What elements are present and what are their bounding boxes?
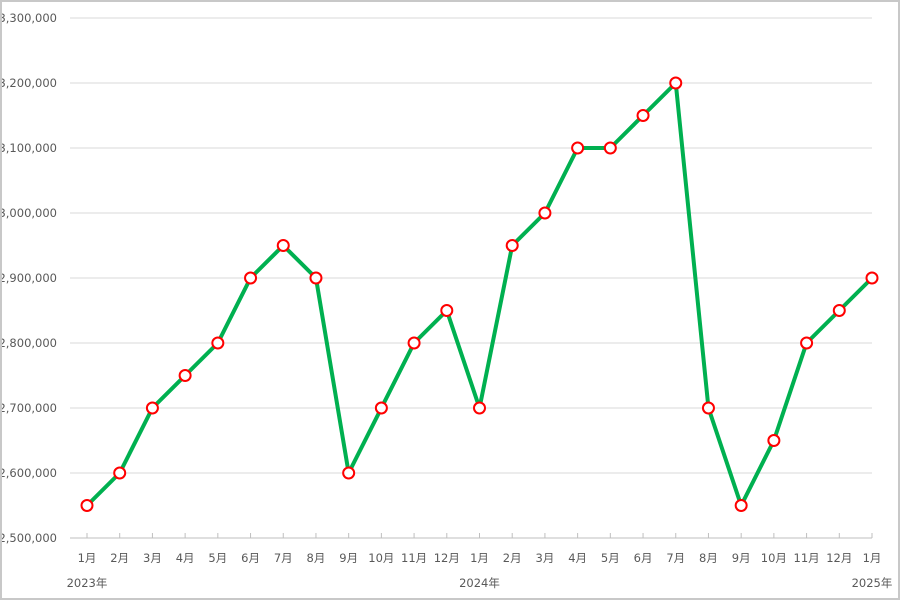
x-tick-label: 7月 <box>274 551 293 565</box>
y-tick-label: ¥2,700,000 <box>0 401 57 415</box>
x-tick-label: 3月 <box>536 551 555 565</box>
x-tick-label: 8月 <box>699 551 718 565</box>
x-tick-label: 2月 <box>110 551 129 565</box>
data-point <box>767 434 781 447</box>
x-tick-label: 1月 <box>863 551 882 565</box>
series-line <box>85 81 874 508</box>
x-tick-label: 7月 <box>666 551 685 565</box>
y-tick-label: ¥2,800,000 <box>0 336 57 350</box>
data-point <box>440 304 454 317</box>
data-point <box>701 401 715 415</box>
y-tick-label: ¥2,600,000 <box>0 466 57 480</box>
x-tick-label: 12月 <box>434 551 460 565</box>
x-tick-label: 5月 <box>208 551 227 565</box>
x-tick-label: 2月 <box>503 551 522 565</box>
x-tick-label: 10月 <box>761 551 787 565</box>
x-tick-label: 3月 <box>143 551 162 565</box>
data-point <box>342 466 356 480</box>
data-point <box>832 304 846 317</box>
x-tick-label: 8月 <box>307 551 326 565</box>
data-point <box>571 141 585 155</box>
x-tick-label: 12月 <box>826 551 852 565</box>
data-point <box>244 271 258 285</box>
data-point <box>865 271 879 285</box>
y-tick-label: ¥3,300,000 <box>0 11 57 25</box>
x-tick-label: 1月 <box>470 551 489 565</box>
x-tick-label: 4月 <box>568 551 587 565</box>
y-tick-label: ¥3,100,000 <box>0 141 57 155</box>
data-point <box>407 336 421 350</box>
x-tick-label: 5月 <box>601 551 620 565</box>
y-tick-label: ¥2,900,000 <box>0 271 57 285</box>
y-tick-label: ¥3,000,000 <box>0 206 57 220</box>
data-point <box>145 401 159 415</box>
y-tick-label: ¥2,500,000 <box>0 531 57 545</box>
data-point <box>374 401 388 415</box>
x-tick-label: 1月 <box>78 551 97 565</box>
y-tick-label: ¥3,200,000 <box>0 76 57 90</box>
data-point <box>113 466 127 480</box>
data-point <box>309 271 323 285</box>
x-tick-label: 11月 <box>401 551 427 565</box>
data-point <box>178 369 192 382</box>
data-point <box>80 499 94 512</box>
data-point <box>669 76 683 90</box>
x-tick-label: 6月 <box>241 551 260 565</box>
x-year-label: 2025年 <box>852 576 893 590</box>
data-point <box>636 109 650 122</box>
data-point <box>538 206 552 220</box>
data-point <box>603 141 617 155</box>
x-tick-label: 10月 <box>368 551 394 565</box>
x-tick-label: 9月 <box>732 551 751 565</box>
data-point <box>800 336 814 350</box>
data-point <box>473 401 486 415</box>
data-point <box>211 336 225 350</box>
data-point <box>734 499 748 512</box>
x-tick-label: 4月 <box>176 551 195 565</box>
x-tick-label: 9月 <box>339 551 358 565</box>
x-tick-label: 11月 <box>794 551 820 565</box>
data-point <box>276 239 290 252</box>
x-tick-label: 6月 <box>634 551 653 565</box>
x-year-label: 2024年 <box>459 576 500 590</box>
x-year-label: 2023年 <box>67 576 108 590</box>
data-point <box>505 239 519 252</box>
